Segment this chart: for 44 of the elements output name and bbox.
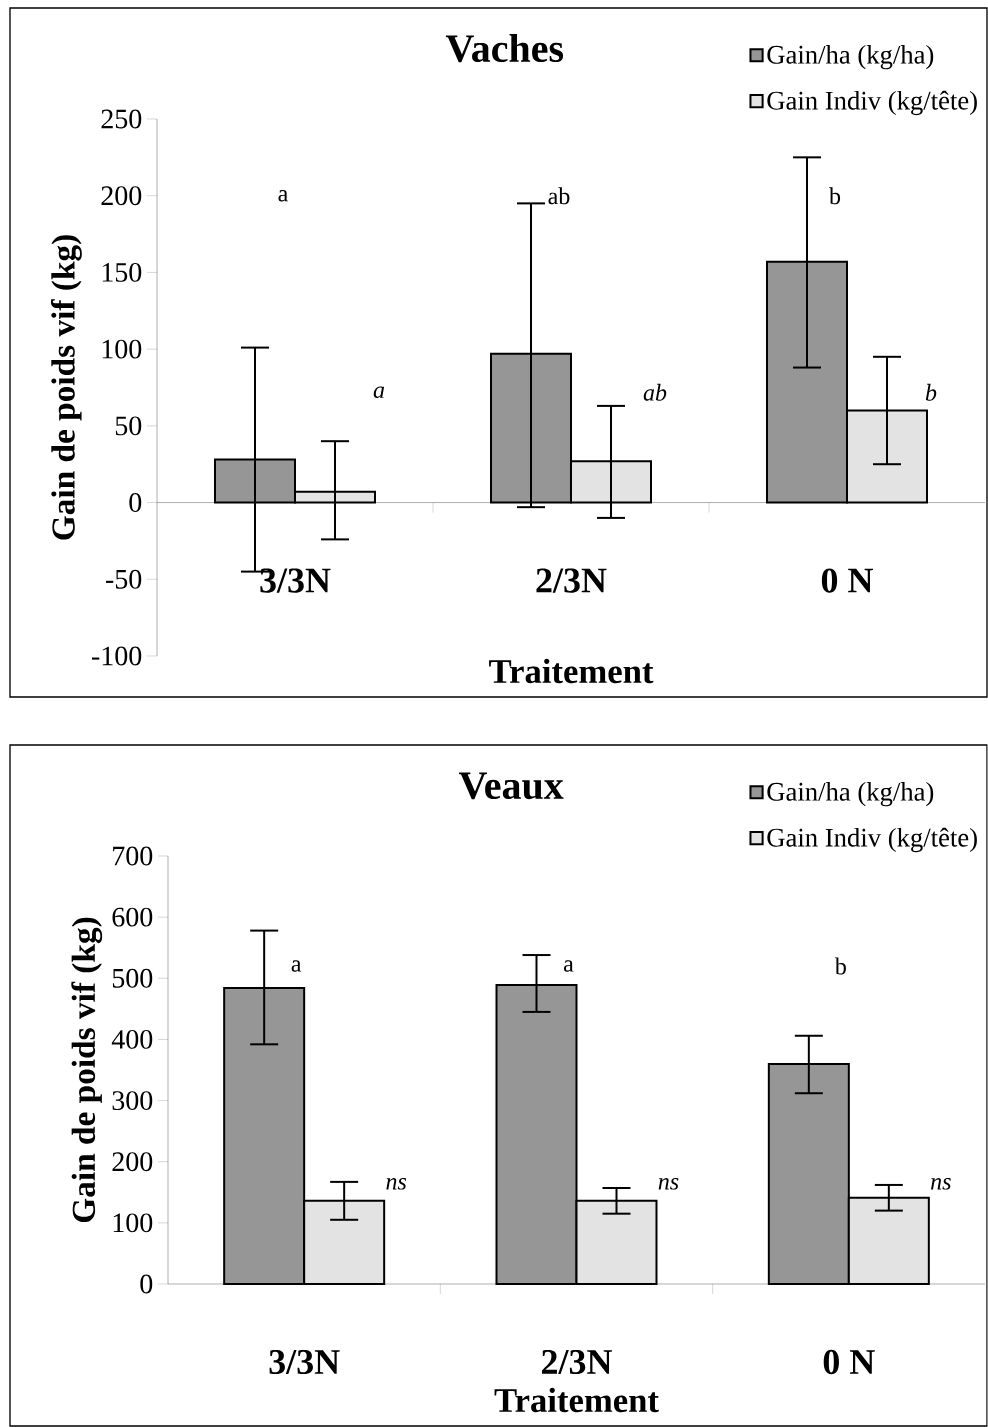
y-tick-label: 600 xyxy=(112,907,153,927)
annotation: ns xyxy=(658,1178,679,1190)
y-tick-label: 200 xyxy=(101,186,142,206)
x-axis-title: Traitement xyxy=(494,1387,659,1413)
annotation: ab xyxy=(643,383,667,401)
chart-title: Veaux xyxy=(458,772,564,800)
legend-label: Gain/ha (kg/ha) xyxy=(767,45,934,70)
y-tick-label: 400 xyxy=(111,1029,153,1049)
y-axis-title: Gain de poids vif (kg) xyxy=(50,235,82,540)
annotation: b xyxy=(925,383,937,401)
legend-label: Gain Indiv (kg/tête) xyxy=(767,90,977,116)
legend-label: Gain/ha (kg/ha) xyxy=(767,782,934,807)
y-tick-label: 100 xyxy=(102,339,142,359)
y-tick-label: 700 xyxy=(113,846,153,866)
annotation: ns xyxy=(386,1178,407,1190)
y-tick-label: 100 xyxy=(113,1213,153,1233)
y-tick-label: 200 xyxy=(112,1152,153,1172)
y-tick-label: 50 xyxy=(115,416,142,436)
y-tick-label: -50 xyxy=(106,569,142,589)
y-tick-label: 150 xyxy=(102,262,142,282)
y-tick-label: 0 xyxy=(129,493,142,513)
x-tick-label: 0 N xyxy=(823,1349,875,1375)
y-tick-label: -100 xyxy=(92,646,142,666)
annotation: ab xyxy=(548,187,570,205)
annotation: b xyxy=(834,957,846,975)
annotation: ns xyxy=(931,1178,951,1190)
x-tick-label: 3/3N xyxy=(260,568,331,593)
chart-title: Vaches xyxy=(445,33,564,63)
annotation: a xyxy=(291,960,302,972)
y-tick-label: 250 xyxy=(101,109,142,129)
annotation: a xyxy=(373,386,385,399)
annotation: a xyxy=(278,190,288,202)
y-tick-label: 500 xyxy=(112,968,153,988)
y-tick-label: 0 xyxy=(140,1274,153,1294)
annotation: a xyxy=(564,960,574,972)
legend-label: Gain Indiv (kg/tête) xyxy=(767,827,977,853)
x-axis-title: Traitement xyxy=(489,658,654,684)
annotation: b xyxy=(829,187,841,205)
x-tick-label: 0 N xyxy=(821,568,873,593)
x-tick-label: 2/3N xyxy=(536,568,607,593)
x-tick-label: 3/3N xyxy=(269,1349,340,1375)
x-tick-label: 2/3N xyxy=(542,1349,613,1375)
y-axis-title: Gain de poids vif (kg) xyxy=(71,917,103,1223)
y-tick-label: 300 xyxy=(112,1091,153,1111)
